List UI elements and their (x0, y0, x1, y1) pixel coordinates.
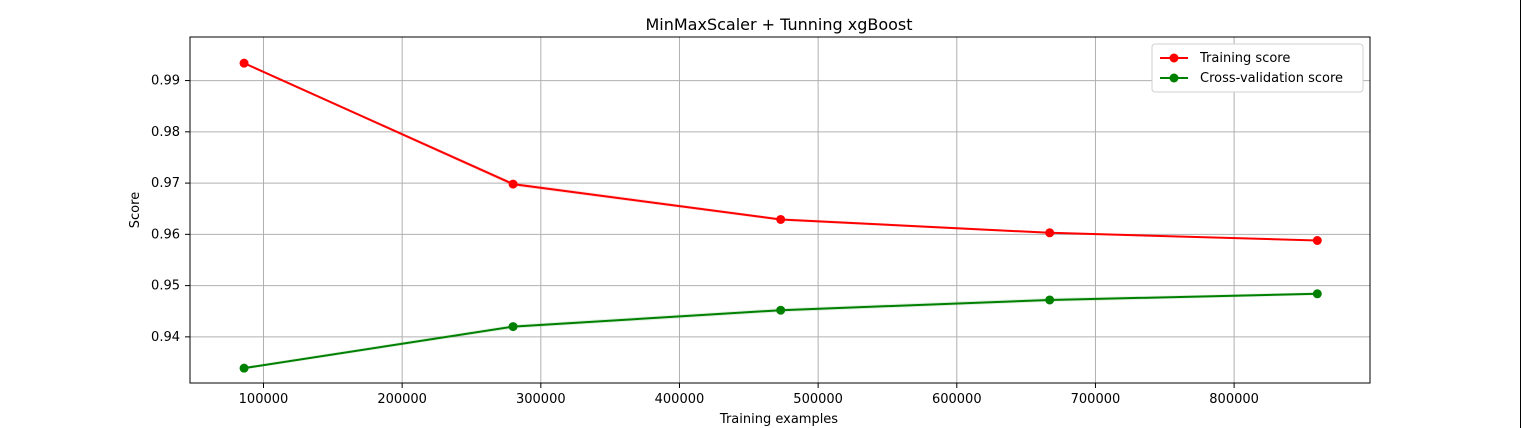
y-tick-label: 0.95 (151, 279, 180, 294)
legend-box (1151, 43, 1364, 93)
legend-training-marker (1169, 53, 1179, 63)
x-axis-label: Training examples (719, 412, 838, 427)
series-point-0 (508, 179, 518, 189)
legend-cv-marker (1169, 73, 1179, 83)
series-point-1 (1312, 289, 1322, 299)
y-axis-label: Score (128, 192, 143, 228)
legend-cv-label: Cross-validation score (1200, 71, 1343, 86)
x-tick-label: 600000 (932, 392, 982, 407)
x-tick-label: 500000 (793, 392, 843, 407)
series-point-0 (239, 58, 249, 68)
series-point-1 (508, 322, 518, 332)
series-point-0 (1045, 228, 1055, 238)
x-tick-label: 300000 (516, 392, 566, 407)
y-tick-label: 0.94 (151, 330, 180, 345)
legend: Training score Cross-validation score (1151, 43, 1364, 93)
chart-title: MinMaxScaler + Tunning xgBoost (645, 15, 912, 34)
x-tick-label: 200000 (377, 392, 427, 407)
legend-training-label: Training score (1199, 51, 1290, 66)
series-points (239, 58, 1322, 373)
x-tick-label: 100000 (239, 392, 289, 407)
y-tick-label: 0.98 (151, 125, 180, 140)
x-tick-label: 700000 (1071, 392, 1121, 407)
series-point-0 (1312, 235, 1322, 245)
x-tick-label: 400000 (655, 392, 705, 407)
series-point-0 (776, 214, 786, 224)
grid-lines (190, 37, 1370, 383)
y-tick-label: 0.99 (151, 74, 180, 89)
right-edge-line (1520, 0, 1521, 428)
y-axis-ticks: 0.94 0.95 0.96 0.97 0.98 0.99 (151, 74, 190, 345)
series-point-1 (239, 363, 249, 373)
series-point-1 (776, 305, 786, 315)
y-tick-label: 0.96 (151, 227, 180, 242)
x-tick-label: 800000 (1209, 392, 1259, 407)
plot-area (190, 37, 1370, 383)
y-tick-label: 0.97 (151, 176, 180, 191)
plot-frame (189, 36, 1371, 384)
x-axis-ticks: 100000 200000 300000 400000 500000 600000 7000… (239, 383, 1259, 407)
series-point-1 (1045, 295, 1055, 305)
